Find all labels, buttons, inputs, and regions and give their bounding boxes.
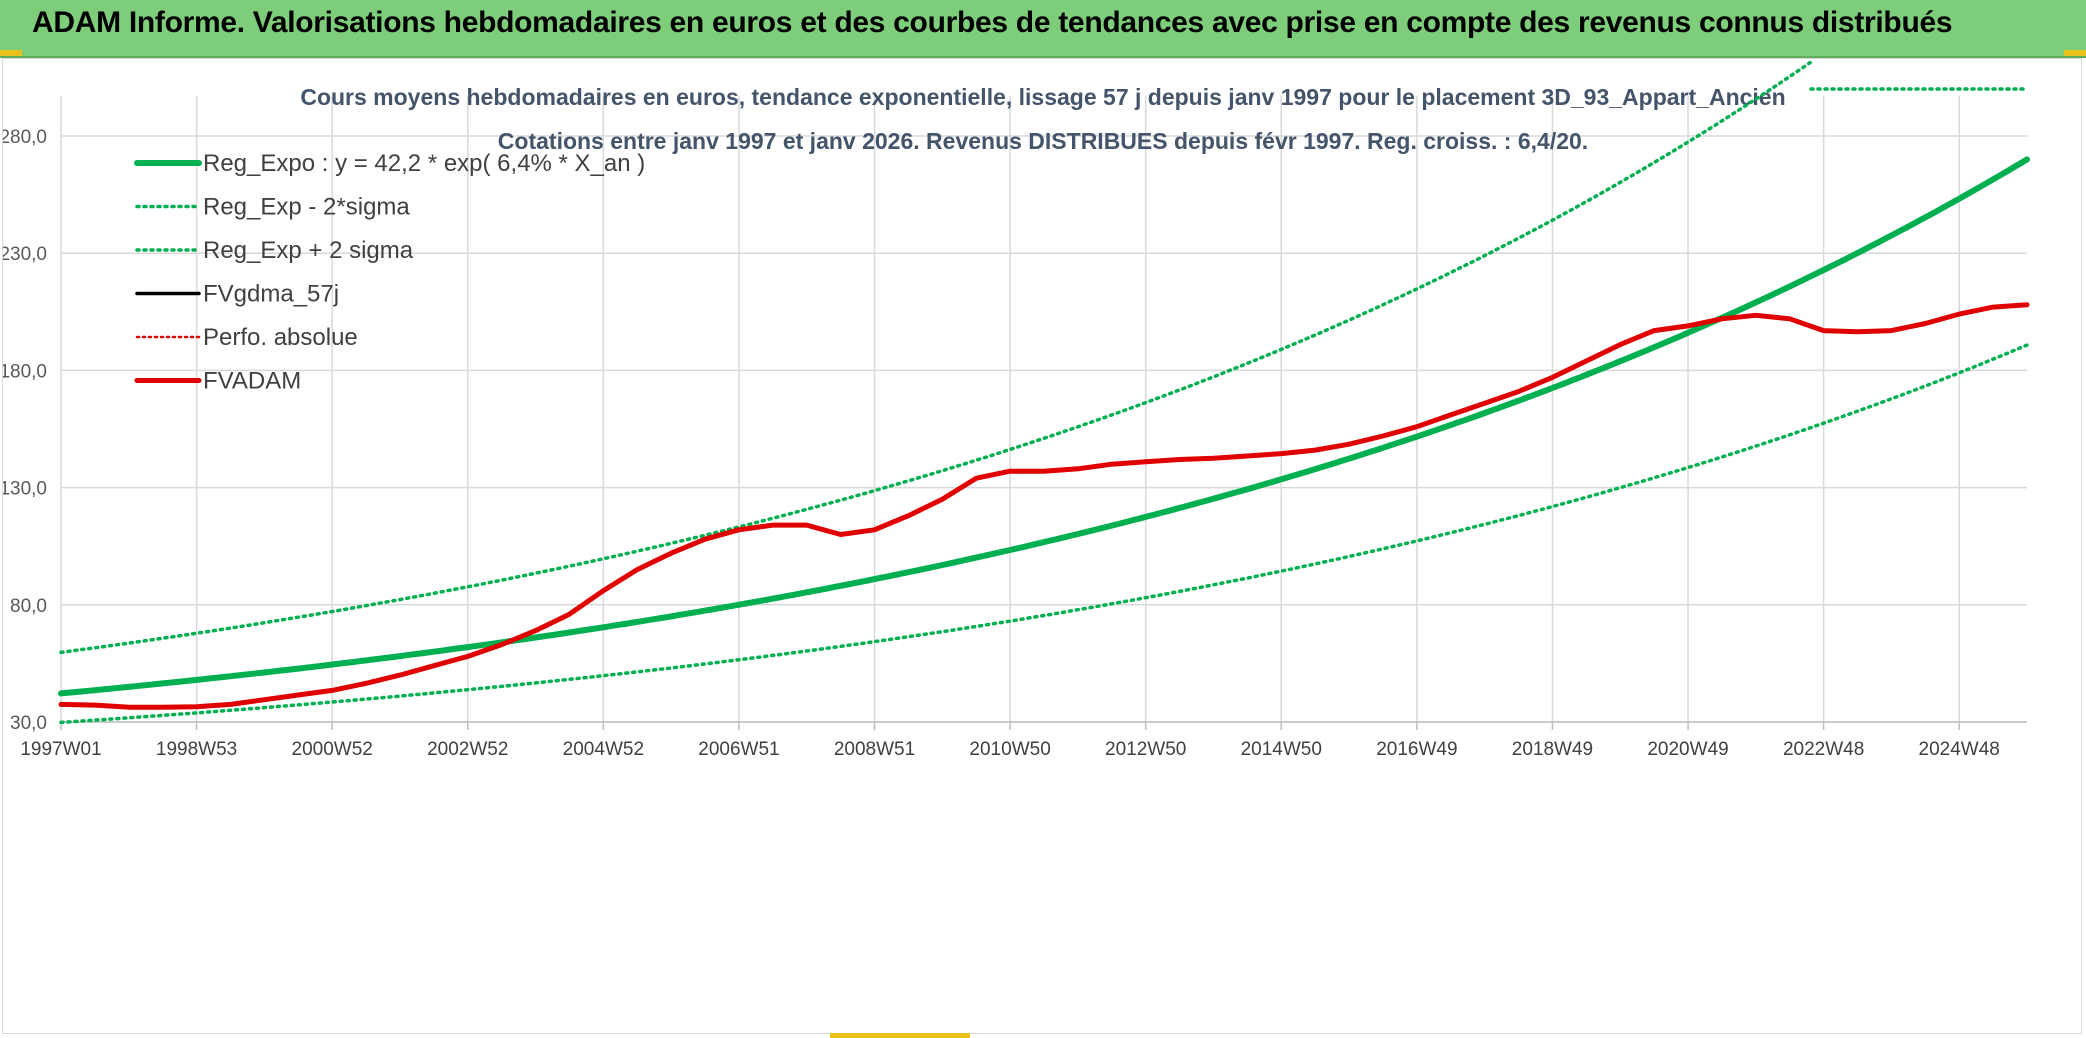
x-tick-label: 1998W53 [156, 739, 237, 760]
y-tick-label: 80,0 [10, 596, 47, 617]
x-tick-label: 2000W52 [292, 739, 373, 760]
x-tick-label: 2016W49 [1376, 739, 1457, 760]
legend-label: Reg_Expo : y = 42,2 * exp( 6,4% * X_an ) [203, 150, 645, 177]
x-tick-label: 2004W52 [563, 739, 644, 760]
x-tick-label: 2014W50 [1241, 739, 1322, 760]
chart-title: Cours moyens hebdomadaires en euros, ten… [300, 84, 1785, 154]
chart-title-line2: Cotations entre janv 1997 et janv 2026. … [498, 128, 1588, 154]
legend-label: Reg_Exp - 2*sigma [203, 194, 410, 221]
chart: Cours moyens hebdomadaires en euros, ten… [3, 60, 2030, 760]
series [58, 60, 2030, 725]
legend-label: FVADAM [203, 368, 301, 395]
x-tick-label: 2002W52 [427, 739, 508, 760]
series-fvadam [58, 302, 2030, 710]
grid [60, 96, 2027, 723]
x-axis: 1997W01 1998W53 2000W52 2002W52 2004W52 2006W… [20, 721, 2027, 760]
y-tick-label: 280,0 [3, 127, 47, 148]
bottom-accent [830, 1033, 970, 1038]
x-tick-label: 2006W51 [698, 739, 779, 760]
y-tick-label: 130,0 [3, 479, 47, 500]
x-tick-label: 2018W49 [1512, 739, 1593, 760]
y-tick-label: 180,0 [3, 361, 47, 382]
x-tick-label: 2022W48 [1783, 739, 1864, 760]
x-tick-label: 2024W48 [1919, 739, 2000, 760]
legend: Reg_Expo : y = 42,2 * exp( 6,4% * X_an )… [134, 150, 645, 395]
chart-title-line1: Cours moyens hebdomadaires en euros, ten… [300, 84, 1785, 110]
y-tick-label: 30,0 [10, 713, 47, 734]
chart-frame: Cours moyens hebdomadaires en euros, ten… [2, 58, 2082, 1034]
y-tick-label: 230,0 [3, 244, 47, 265]
legend-label: FVgdma_57j [203, 281, 339, 308]
legend-label: Perfo. absolue [203, 324, 358, 351]
series-reg-exp-plus-2sigma [59, 60, 1812, 655]
header-bar: ADAM Informe. Valorisations hebdomadaire… [0, 0, 2086, 58]
x-tick-label: 2012W50 [1105, 739, 1186, 760]
series-reg-exp-minus-2sigma [59, 343, 2029, 725]
legend-label: Reg_Exp + 2 sigma [203, 237, 414, 264]
y-axis: 30,0 80,0 130,0 180,0 230,0 280,0 [3, 127, 47, 734]
corner-accent-right [2064, 50, 2086, 56]
x-tick-label: 2010W50 [969, 739, 1050, 760]
x-tick-label: 1997W01 [20, 739, 101, 760]
corner-accent-left [0, 50, 22, 56]
series-reg-expo [58, 156, 2030, 697]
x-tick-label: 2020W49 [1647, 739, 1728, 760]
header-title: ADAM Informe. Valorisations hebdomadaire… [32, 6, 1953, 39]
x-tick-label: 2008W51 [834, 739, 915, 760]
